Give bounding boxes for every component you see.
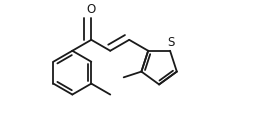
Text: S: S [167, 36, 175, 49]
Text: O: O [87, 4, 96, 16]
